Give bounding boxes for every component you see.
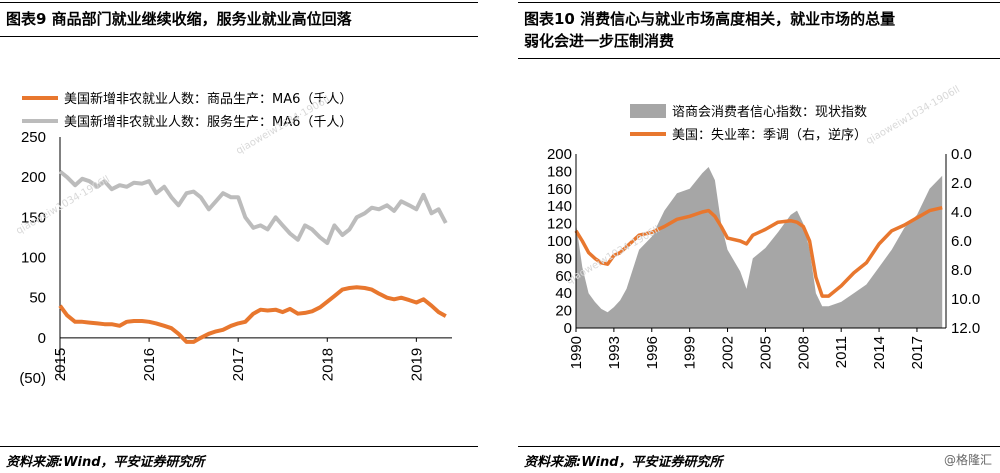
series-line xyxy=(58,169,448,245)
legend-label: 美国新增非农就业人数：商品生产：MA6（千人） xyxy=(64,91,352,107)
legend-label: 谘商会消费者信心指数：现状指数 xyxy=(672,105,867,120)
y-tick-label: 160 xyxy=(547,181,572,198)
legend-swatch xyxy=(630,104,666,118)
y2-tick-label: 8.0 xyxy=(951,262,972,279)
x-tick-label: 2005 xyxy=(757,336,774,369)
y2-tick-label: 10.0 xyxy=(951,291,980,308)
area-line-chart: 2001801601401201008060402000.02.04.06.08… xyxy=(547,104,980,369)
y2-tick-label: 6.0 xyxy=(951,233,972,250)
chart-title: 图表10 消费信心与就业市场高度相关，就业市场的总量 弱化会进一步压制消费 xyxy=(524,10,896,50)
x-tick-label: 1990 xyxy=(568,336,585,369)
y2-tick-label: 2.0 xyxy=(951,175,972,192)
y-tick-label: 80 xyxy=(555,250,572,267)
y-tick-label: (50) xyxy=(19,370,46,387)
x-tick-label: 2011 xyxy=(833,336,850,368)
x-tick-label: 1999 xyxy=(682,336,699,369)
x-tick-label: 2008 xyxy=(795,336,812,369)
x-tick-label: 2018 xyxy=(319,348,336,381)
y2-tick-label: 0.0 xyxy=(951,146,972,163)
line-chart: 250 200 150 100 50 0 (50) 2015 2016 2017 2018 2019 美… xyxy=(19,91,452,387)
legend-label: 美国新增非农就业人数：服务生产：MA6（千人） xyxy=(64,114,352,130)
x-tick-label: 2002 xyxy=(720,336,737,369)
y-tick-label: 150 xyxy=(21,209,46,226)
series-area xyxy=(576,167,943,328)
source-note: 资料来源:Wind，平安证券研究所 xyxy=(524,455,723,470)
y-tick-label: 100 xyxy=(547,233,572,250)
x-tick-label: 2017 xyxy=(230,348,247,381)
y-tick-label: 60 xyxy=(555,268,572,285)
bottom-rule xyxy=(518,446,1000,447)
y-tick-label: 250 xyxy=(21,129,46,146)
x-tick-label: 2014 xyxy=(871,336,888,369)
y-tick-label: 140 xyxy=(547,198,572,215)
x-tick-label: 2019 xyxy=(408,348,425,381)
series-line xyxy=(574,205,943,298)
x-tick-label: 2015 xyxy=(52,348,69,381)
y-tick-label: 50 xyxy=(29,290,46,307)
y-tick-label: 0 xyxy=(564,320,572,337)
x-tick-label: 2016 xyxy=(141,348,158,381)
y2-tick-label: 4.0 xyxy=(951,204,972,221)
y-tick-label: 100 xyxy=(21,250,46,267)
x-tick-label: 1996 xyxy=(644,336,661,369)
y-tick-label: 20 xyxy=(555,303,572,320)
left-chart-panel: 图表9 商品部门就业继续收缩，服务业就业高位回落 250 200 150 100 50 0… xyxy=(0,0,478,473)
title-rule xyxy=(518,58,1000,59)
y-tick-label: 0 xyxy=(38,330,46,347)
x-tick-label: 1993 xyxy=(606,336,623,369)
y-tick-label: 40 xyxy=(555,285,572,302)
top-rule xyxy=(518,2,1000,3)
y-tick-label: 200 xyxy=(547,146,572,163)
x-tick-label: 2017 xyxy=(909,336,926,369)
y2-tick-label: 12.0 xyxy=(951,320,980,337)
series-line xyxy=(58,285,447,344)
y-tick-label: 120 xyxy=(547,216,572,233)
legend-label: 美国：失业率：季调（右，逆序） xyxy=(672,127,867,143)
top-rule xyxy=(0,2,478,3)
bottom-rule xyxy=(0,446,478,447)
credit-label: @格隆汇 xyxy=(943,453,992,467)
y-tick-label: 200 xyxy=(21,169,46,186)
right-chart-panel: 图表10 消费信心与就业市场高度相关，就业市场的总量 弱化会进一步压制消费 20… xyxy=(518,0,1000,473)
y-tick-label: 180 xyxy=(547,163,572,180)
chart-title: 图表9 商品部门就业继续收缩，服务业就业高位回落 xyxy=(6,10,352,28)
source-note: 资料来源:Wind，平安证券研究所 xyxy=(6,455,205,470)
title-rule xyxy=(0,36,478,37)
